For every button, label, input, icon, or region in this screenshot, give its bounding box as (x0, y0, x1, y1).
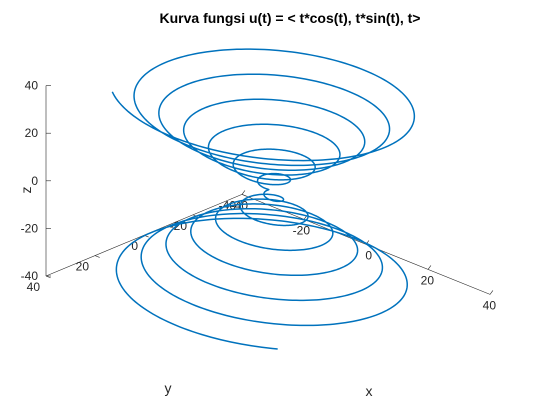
y-tick-mark (45, 275, 51, 279)
y-tick-label: 20 (76, 260, 90, 274)
y-tick-label: 40 (27, 280, 41, 294)
x-tick-label: 20 (421, 273, 435, 287)
curve-series-0 (111, 48, 416, 350)
x-axis-label: x (366, 383, 373, 399)
x-tick-label: 0 (365, 248, 372, 262)
x-tick-mark (241, 190, 246, 195)
x-tick-mark (489, 290, 494, 295)
x-tick-label: -20 (293, 223, 311, 237)
y-axis-label: y (165, 380, 172, 396)
y-tick-label: 0 (131, 239, 138, 253)
chart-title: Kurva fungsi u(t) = < t*cos(t), t*sin(t)… (160, 10, 421, 26)
y-tick-mark (94, 255, 100, 258)
x-tick-label: 40 (483, 298, 497, 312)
z-tick-label: 0 (31, 174, 38, 188)
y-tick-mark (241, 194, 247, 197)
z-axis-label: z (18, 187, 34, 194)
x-tick-mark (427, 265, 432, 270)
z-tick-label: -20 (21, 221, 39, 235)
z-tick-label: 40 (25, 79, 39, 93)
z-tick-label: 20 (25, 126, 39, 140)
z-tick-label: -40 (21, 269, 39, 283)
parametric-curve (111, 48, 416, 350)
